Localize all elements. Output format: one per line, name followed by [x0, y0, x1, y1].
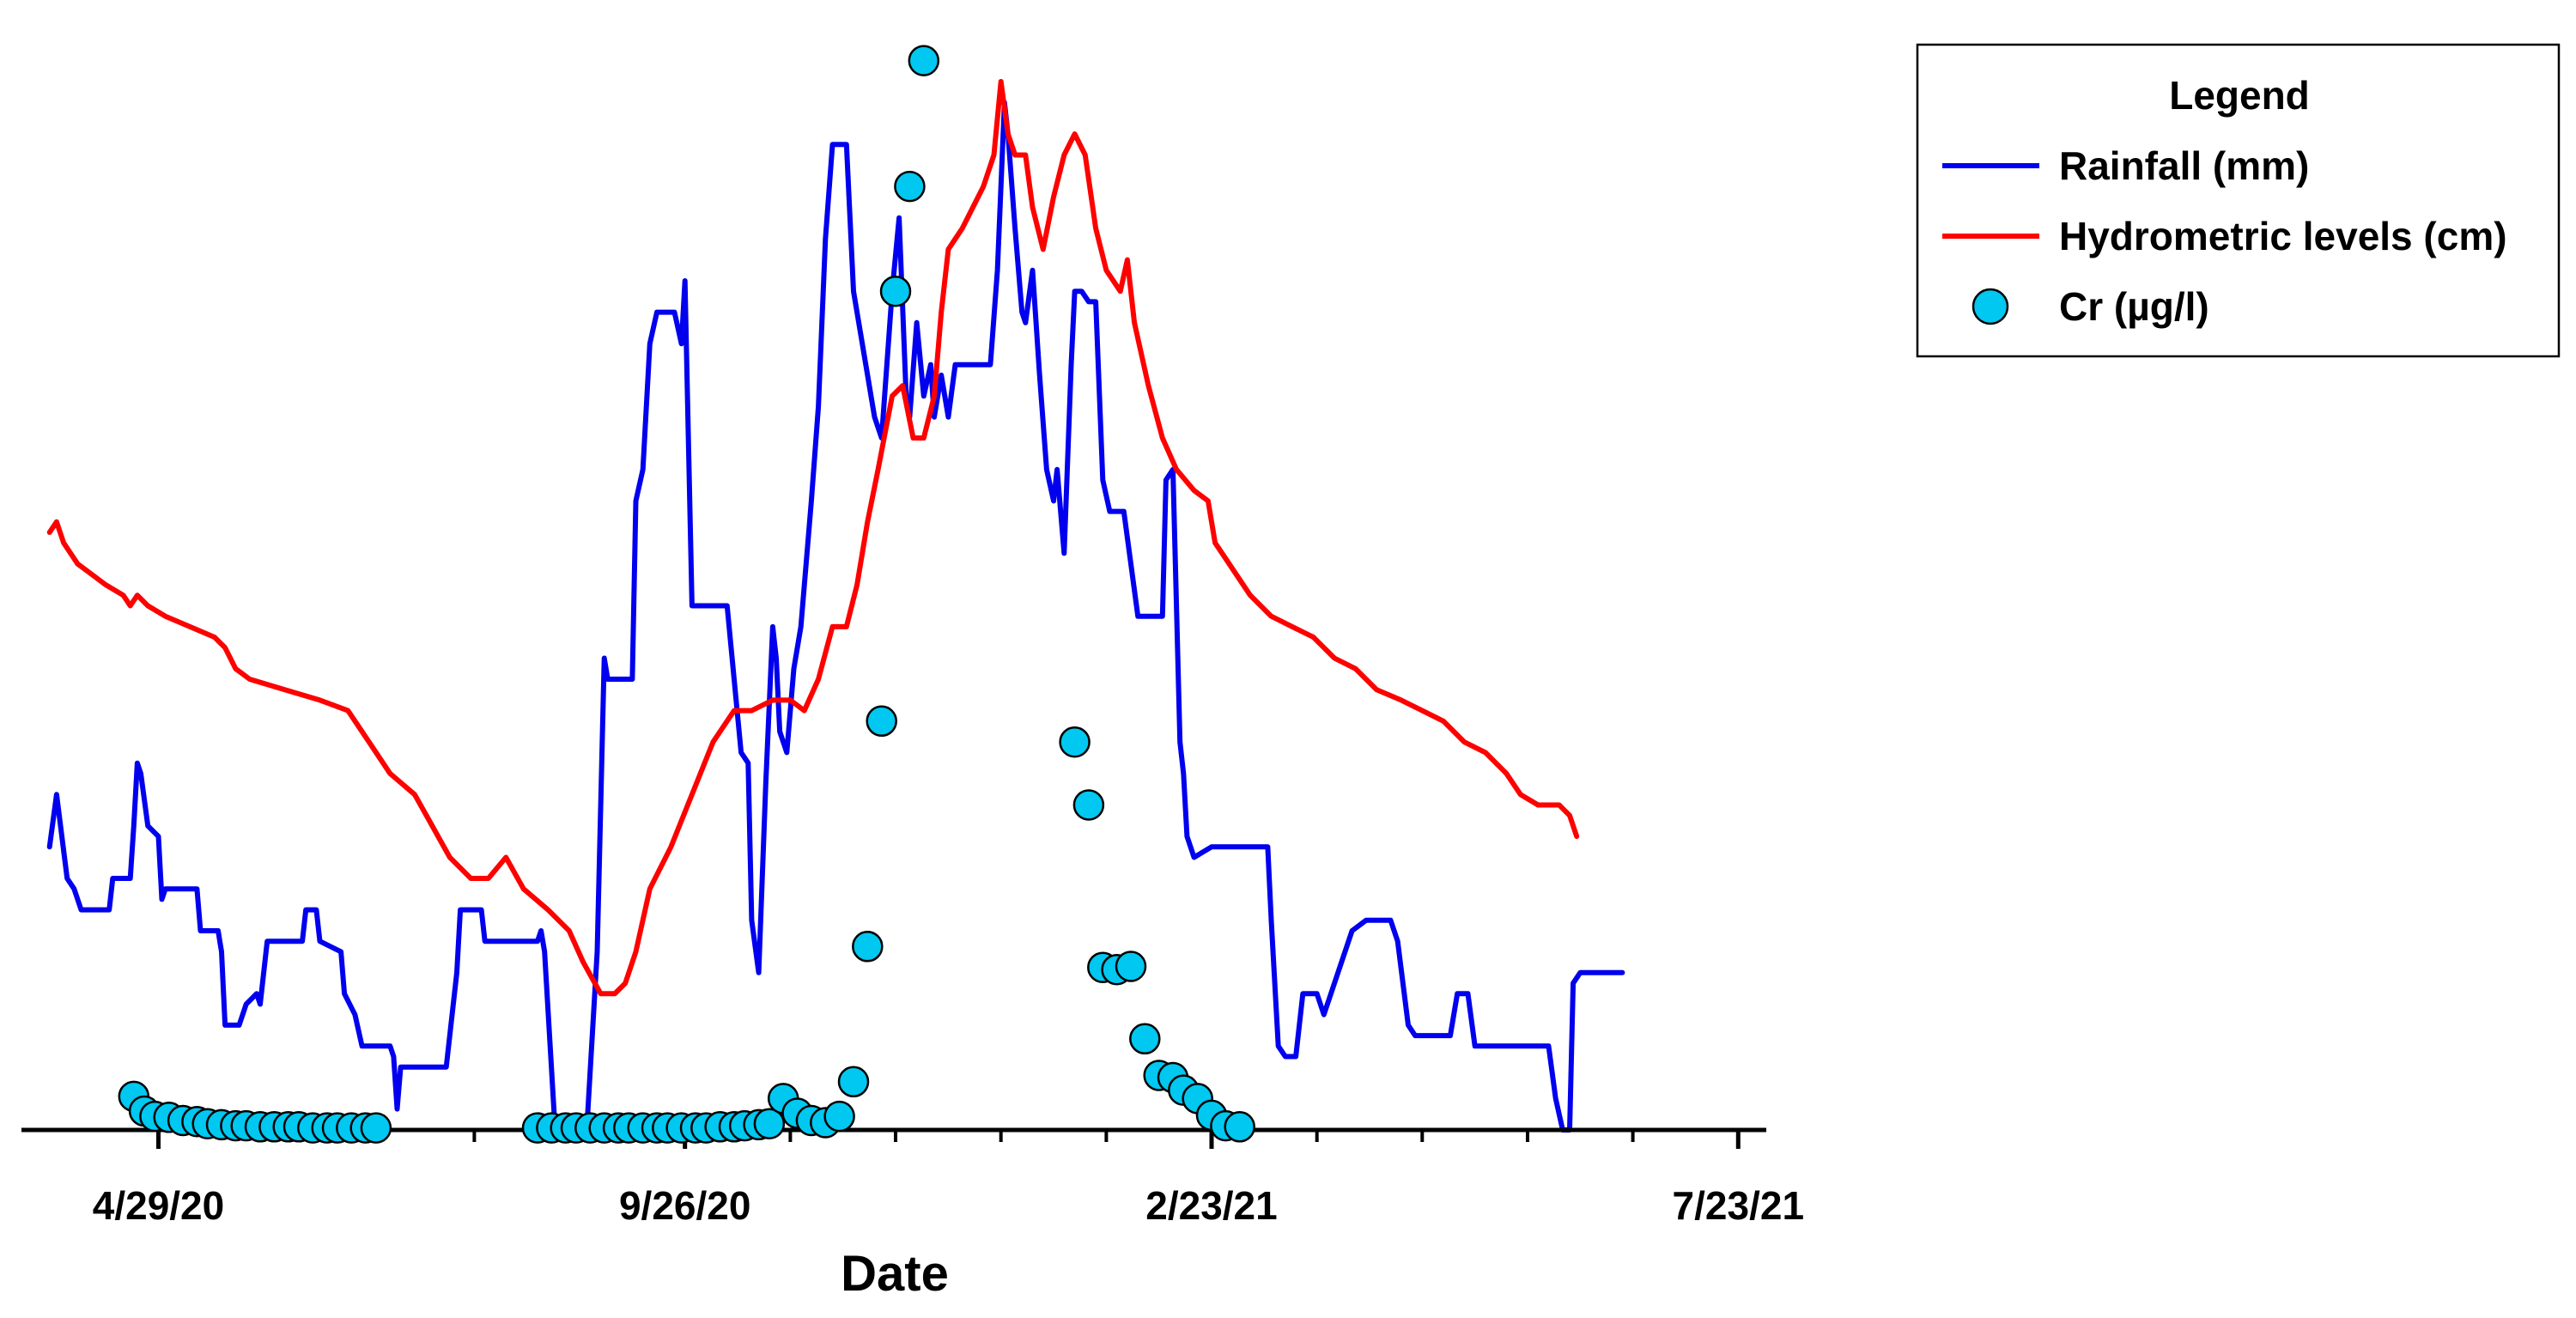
- legend-swatch-cr: [1971, 288, 2009, 325]
- legend-label-hydrometric: Hydrometric levels (cm): [2059, 214, 2507, 258]
- legend-title: Legend: [2169, 73, 2310, 118]
- cr-point: [1072, 789, 1105, 821]
- cr-point: [866, 705, 897, 738]
- legend-label-rainfall: Rainfall (mm): [2059, 143, 2309, 188]
- rainfall-series: [46, 100, 1625, 1133]
- x-tick-label: 2/23/21: [1145, 1183, 1277, 1228]
- x-tick-label: 9/26/20: [619, 1183, 750, 1228]
- x-axis-title: Date: [841, 1246, 949, 1302]
- legend-box: [1916, 43, 2561, 358]
- cr-point: [1059, 726, 1091, 758]
- cr-series: [118, 45, 1255, 1144]
- hydrometric-series: [46, 79, 1580, 997]
- cr-point: [360, 1112, 392, 1144]
- cr-point: [1224, 1111, 1255, 1143]
- cr-point: [753, 1108, 786, 1139]
- x-tick-label: 7/23/21: [1673, 1183, 1804, 1228]
- x-tick-label: 4/29/20: [93, 1183, 224, 1228]
- rainfall-line: [46, 100, 1625, 1133]
- x-axis-ticks: 4/29/20 9/26/20 2/23/21 7/23/21: [93, 1130, 1804, 1228]
- cr-point: [1129, 1023, 1161, 1055]
- hydrometric-line: [46, 79, 1580, 997]
- legend: Legend Rainfall (mm) Hydrometric levels …: [1916, 43, 2561, 358]
- cr-point: [837, 1066, 870, 1098]
- cr-point: [879, 275, 912, 307]
- cr-point: [852, 931, 884, 963]
- cr-point: [1115, 951, 1147, 982]
- cr-point: [908, 45, 940, 76]
- cr-point: [894, 170, 926, 203]
- legend-label-cr: Cr (µg/l): [2059, 284, 2209, 329]
- cr-point: [823, 1100, 855, 1133]
